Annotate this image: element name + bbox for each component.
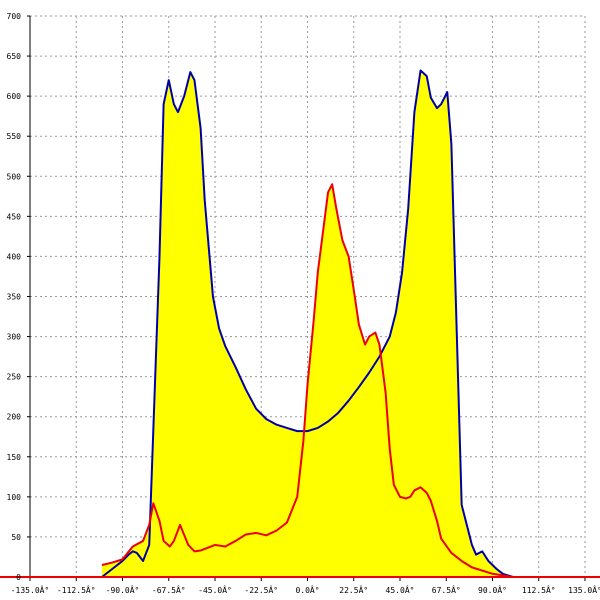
series-1-line xyxy=(101,69,514,578)
x-tick-label: 45.0Â° xyxy=(386,584,415,595)
y-tick-label: 450 xyxy=(7,212,22,221)
y-tick-label: 150 xyxy=(7,453,22,462)
y-tick-label: 0 xyxy=(16,573,21,582)
x-tick-label: 67.5Â° xyxy=(432,584,461,595)
x-tick-label: -67.5Â° xyxy=(152,584,186,595)
y-tick-label: 700 xyxy=(7,12,22,21)
x-tick-label: 90.0Â° xyxy=(478,584,507,595)
x-tick-label: 112.5Â° xyxy=(522,584,556,595)
y-tick-label: 550 xyxy=(7,132,22,141)
series-1-fill xyxy=(101,70,514,578)
y-tick-labels: 0 50 100 150 200 250 300 350 400 450 500 550 600 650 7… xyxy=(7,12,22,582)
series-2-line xyxy=(101,183,514,578)
x-tick-label: -22.5Â° xyxy=(244,584,278,595)
y-tick-label: 650 xyxy=(7,52,22,61)
x-tick-label: 22.5Â° xyxy=(339,584,368,595)
x-tick-label: -112.5Â° xyxy=(57,584,96,595)
y-tick-label: 600 xyxy=(7,92,22,101)
y-tick-label: 250 xyxy=(7,373,22,382)
x-tick-label: 135.0Â° xyxy=(568,584,600,595)
y-tick-label: 400 xyxy=(7,252,22,261)
y-tick-label: 50 xyxy=(11,533,21,542)
x-tick-label: -45.0Â° xyxy=(198,584,232,595)
series-2-fill xyxy=(101,184,514,578)
x-tick-label: 0.0Â° xyxy=(295,584,319,595)
series-lines xyxy=(101,69,514,578)
y-tick-label: 100 xyxy=(7,493,22,502)
x-tick-labels: -135.0Â° -112.5Â° -90.0Â° -67.5Â° -45.0Â° -22… xyxy=(11,584,600,595)
y-tick-label: 500 xyxy=(7,172,22,181)
axes xyxy=(0,15,600,581)
y-tick-label: 300 xyxy=(7,333,22,342)
x-tick-label: -90.0Â° xyxy=(106,584,140,595)
y-tick-label: 350 xyxy=(7,293,22,302)
y-tick-label: 200 xyxy=(7,413,22,422)
x-tick-label: -135.0Â° xyxy=(11,584,50,595)
fill-layer xyxy=(101,70,514,578)
